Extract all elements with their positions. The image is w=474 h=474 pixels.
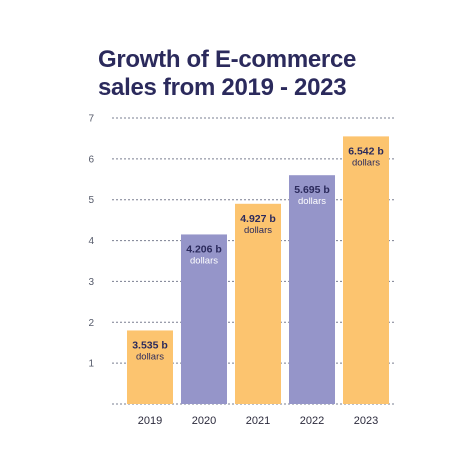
y-tick-label: 7 (88, 114, 94, 125)
y-tick-label: 2 (88, 318, 94, 329)
data-label-2023: 6.542 b (348, 145, 384, 157)
bar-2022 (289, 175, 335, 404)
x-tick-label: 2020 (192, 415, 216, 427)
y-tick-label: 5 (88, 195, 94, 206)
chart-title-line-2: sales from 2019 - 2023 (98, 74, 347, 101)
y-tick-label: 6 (88, 154, 94, 165)
data-unit-label-2023: dollars (352, 157, 380, 168)
y-tick-label: 3 (88, 277, 94, 288)
data-unit-label-2022: dollars (298, 196, 326, 207)
x-tick-label: 2019 (138, 415, 162, 427)
y-tick-label: 4 (88, 236, 94, 247)
chart-title: Growth of E-commerce sales from 2019 - 2… (98, 46, 356, 102)
bars (127, 136, 389, 404)
data-unit-label-2021: dollars (244, 225, 272, 236)
bar-2021 (235, 203, 281, 404)
chart-title-line-1: Growth of E-commerce (98, 46, 357, 73)
bar-2023 (343, 136, 389, 404)
data-label-2019: 3.535 b (132, 339, 168, 351)
data-label-2020: 4.206 b (186, 243, 222, 255)
data-label-2021: 4.927 b (240, 213, 276, 225)
bar-2020 (181, 234, 227, 404)
data-label-2022: 5.695 b (294, 184, 330, 196)
data-unit-label-2019: dollars (136, 351, 164, 362)
data-unit-label-2020: dollars (190, 255, 218, 266)
x-tick-label: 2021 (246, 415, 270, 427)
y-tick-label: 1 (88, 359, 94, 370)
bar-2019 (127, 330, 173, 404)
x-tick-label: 2023 (354, 415, 378, 427)
x-tick-label: 2022 (300, 415, 324, 427)
